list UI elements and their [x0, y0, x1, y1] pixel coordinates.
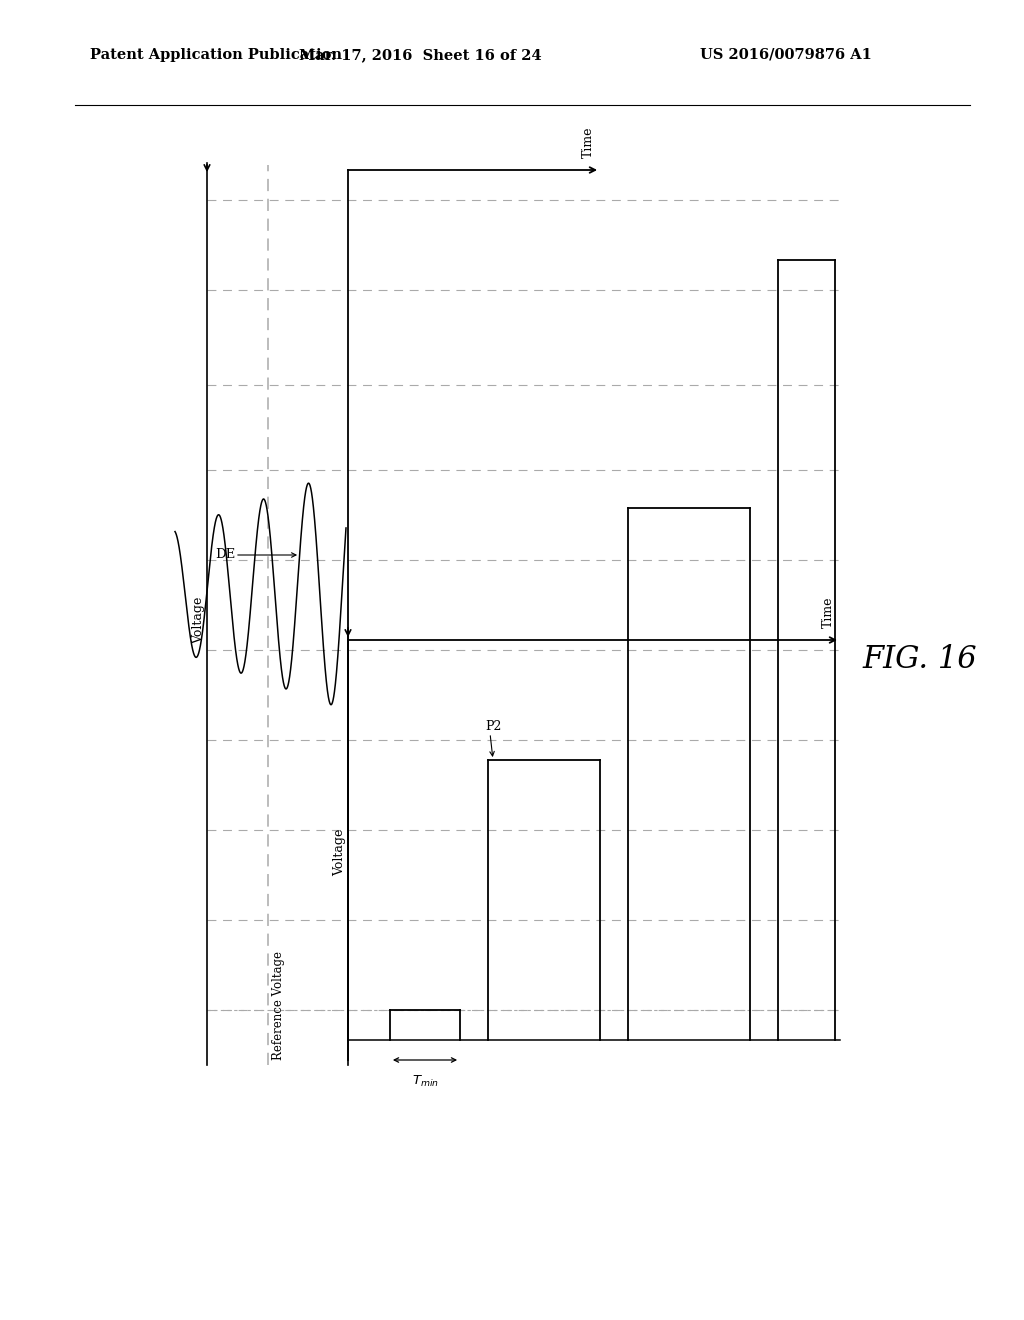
Text: P2: P2 — [485, 719, 502, 733]
Text: DE: DE — [215, 549, 236, 561]
Text: Voltage: Voltage — [334, 829, 346, 876]
Text: Mar. 17, 2016  Sheet 16 of 24: Mar. 17, 2016 Sheet 16 of 24 — [299, 48, 542, 62]
Text: US 2016/0079876 A1: US 2016/0079876 A1 — [700, 48, 871, 62]
Text: Reference Voltage: Reference Voltage — [272, 950, 285, 1060]
Text: Voltage: Voltage — [193, 597, 206, 644]
Text: Patent Application Publication: Patent Application Publication — [90, 48, 342, 62]
Text: FIG. 16: FIG. 16 — [862, 644, 977, 676]
Text: Time: Time — [822, 597, 835, 628]
Text: Time: Time — [582, 127, 595, 158]
Text: $T_{min}$: $T_{min}$ — [412, 1074, 438, 1089]
